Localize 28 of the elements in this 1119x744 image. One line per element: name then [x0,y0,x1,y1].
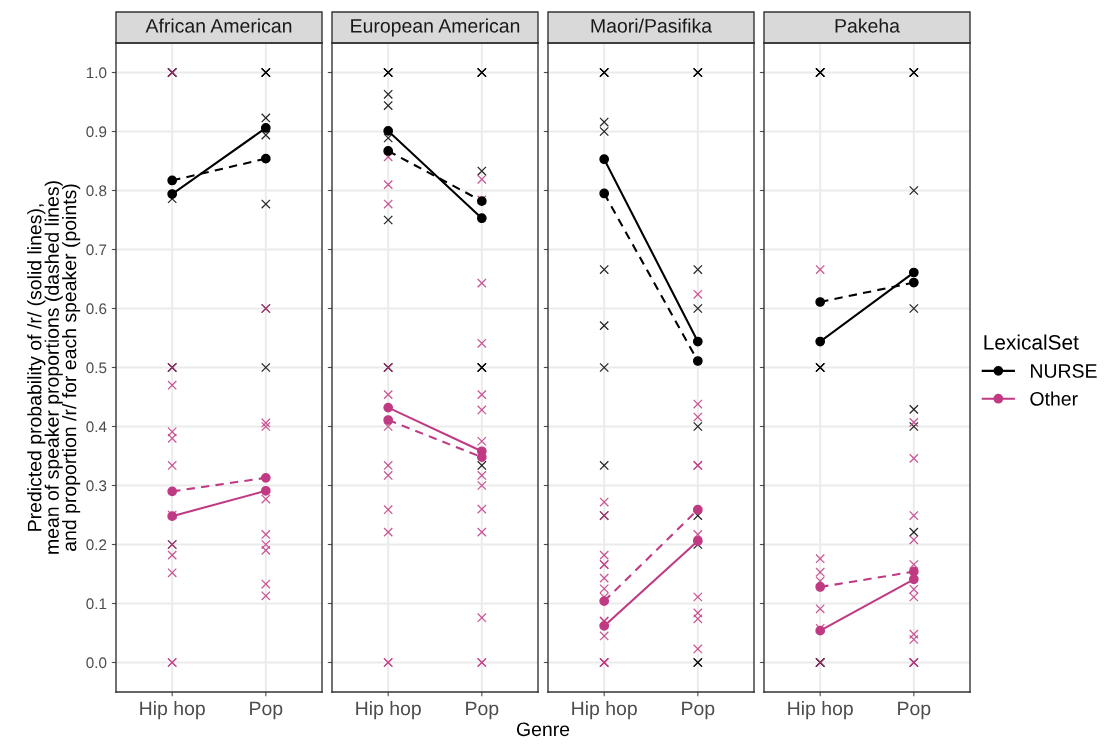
y-tick-label: 0.6 [86,303,107,315]
y-tick-label: 0.2 [86,539,107,551]
legend-label: NURSE [1031,364,1097,378]
chart-title: European American [351,18,520,37]
chart-title: Pakeha [835,18,900,33]
x-tick-label: Hip hop [140,701,205,720]
x-tick-label: Pop [898,701,931,720]
legend-label: Other [1030,391,1078,406]
y-tick-label: 0.0 [86,657,107,669]
x-tick-label: Pop [682,701,715,720]
y-tick-label: 0.8 [86,185,107,197]
x-tick-label: Hip hop [572,701,637,720]
chart-title: African American [145,18,292,33]
x-axis-title: Genre [516,722,570,737]
y-axis-title: Predicted probability of /r/ (solid lines), mean of speaker proportions (dashed lines) and proportion /r/ for each speaker (points) [27,181,81,554]
y-tick-label: 0.7 [86,244,107,256]
x-tick-label: Pop [466,701,499,720]
y-tick-label: 0.3 [86,480,107,492]
y-tick-label: 0.4 [86,421,107,433]
x-tick-label: Hip hop [788,701,853,720]
chart-title: Maori/Pasifika [591,18,713,33]
y-tick-label: 0.9 [86,126,107,138]
y-tick-label: 0.5 [86,362,107,374]
legend-title: LexicalSet [984,334,1079,350]
y-tick-label: 1.0 [86,67,107,79]
y-tick-label: 0.1 [86,598,107,610]
x-tick-label: Pop [250,701,283,720]
x-tick-label: Hip hop [356,701,421,720]
